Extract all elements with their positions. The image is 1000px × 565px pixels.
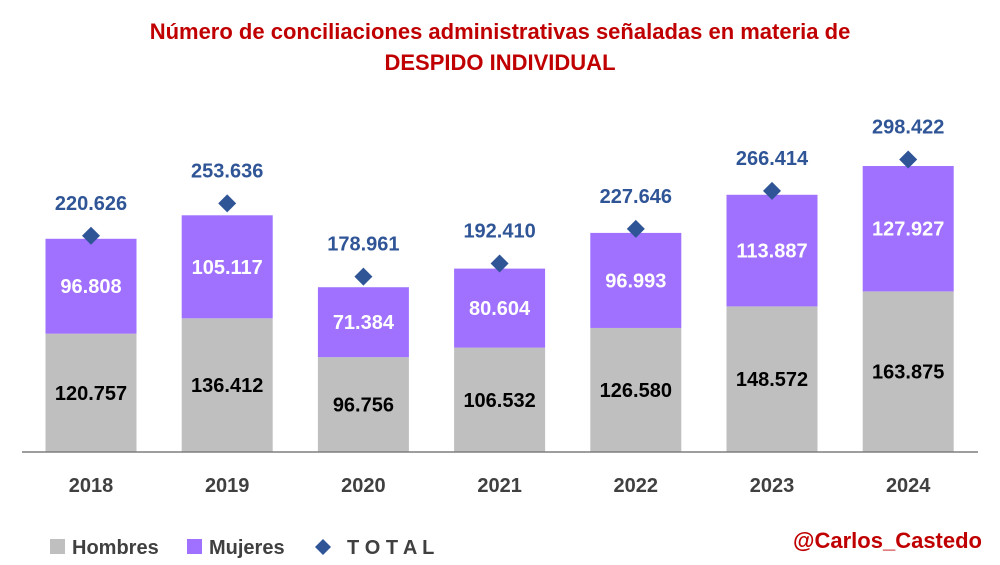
label-total-2020: 178.961	[327, 234, 399, 256]
label-mujeres-2022: 96.993	[605, 270, 666, 292]
legend-label-mujeres: Mujeres	[209, 537, 285, 559]
label-hombres-2022: 126.580	[600, 380, 672, 402]
total-marker-2020	[354, 267, 373, 286]
legend-label-total: T O T A L	[347, 537, 434, 559]
legend-marker-total	[315, 539, 331, 555]
label-mujeres-2018: 96.808	[60, 276, 121, 298]
bar-hombres-2021	[454, 347, 546, 452]
total-marker-2024	[899, 150, 918, 169]
x-tick-2021: 2021	[477, 475, 522, 497]
label-total-2019: 253.636	[191, 160, 263, 182]
label-hombres-2024: 163.875	[872, 362, 944, 384]
x-tick-2018: 2018	[69, 475, 114, 497]
x-tick-2020: 2020	[341, 475, 386, 497]
bar-hombres-2019	[181, 318, 273, 452]
legend: Hombres Mujeres T O T A L	[50, 537, 434, 559]
bar-mujeres-2024	[862, 166, 954, 292]
bar-hombres-2018	[45, 333, 137, 452]
bar-hombres-2023	[726, 306, 818, 452]
bar-mujeres-2023	[726, 194, 818, 307]
label-total-2021: 192.410	[463, 220, 535, 242]
bar-mujeres-2020	[317, 287, 409, 358]
total-marker-2019	[218, 194, 237, 213]
label-hombres-2019: 136.412	[191, 375, 263, 397]
label-hombres-2018: 120.757	[55, 383, 127, 405]
chart-title-line-1: Número de conciliaciones administrativas…	[150, 19, 851, 44]
total-marker-2021	[490, 254, 509, 273]
x-tick-2019: 2019	[205, 475, 250, 497]
bar-mujeres-2022	[590, 232, 682, 328]
label-hombres-2020: 96.756	[333, 395, 394, 417]
label-mujeres-2019: 105.117	[192, 257, 263, 279]
x-tick-2023: 2023	[750, 475, 795, 497]
label-total-2024: 298.422	[872, 117, 944, 139]
bar-mujeres-2021	[454, 268, 546, 348]
label-hombres-2021: 106.532	[463, 390, 535, 412]
chart-title-line-2: DESPIDO INDIVIDUAL	[384, 50, 615, 75]
author-credit: @Carlos_Castedo	[793, 528, 982, 553]
x-tick-2022: 2022	[614, 475, 659, 497]
bar-hombres-2020	[317, 357, 409, 452]
total-marker-2018	[82, 226, 100, 245]
label-mujeres-2024: 127.927	[872, 219, 944, 241]
total-marker-2022	[626, 219, 645, 238]
label-total-2018: 220.626	[55, 193, 127, 215]
bars-group: 120.757 96.808 220.626 136.412 105.117 253.63…	[45, 117, 954, 452]
legend-swatch-mujeres	[187, 539, 202, 554]
bar-hombres-2024	[862, 291, 954, 452]
label-mujeres-2021: 80.604	[469, 298, 531, 320]
label-total-2022: 227.646	[600, 186, 672, 208]
x-axis-ticks: 2018 2019 2020 2021 2022 2023 2024	[69, 475, 932, 497]
legend-swatch-hombres	[50, 539, 65, 554]
legend-label-hombres: Hombres	[72, 537, 159, 559]
bar-mujeres-2018	[45, 238, 137, 334]
label-mujeres-2020: 71.384	[333, 312, 395, 334]
label-total-2023: 266.414	[736, 148, 809, 170]
x-tick-2024: 2024	[886, 475, 931, 497]
bar-hombres-2022	[590, 327, 682, 452]
label-hombres-2023: 148.572	[736, 369, 808, 391]
total-marker-2023	[763, 181, 781, 200]
label-mujeres-2023: 113.887	[736, 241, 807, 263]
bar-mujeres-2019	[181, 215, 273, 319]
